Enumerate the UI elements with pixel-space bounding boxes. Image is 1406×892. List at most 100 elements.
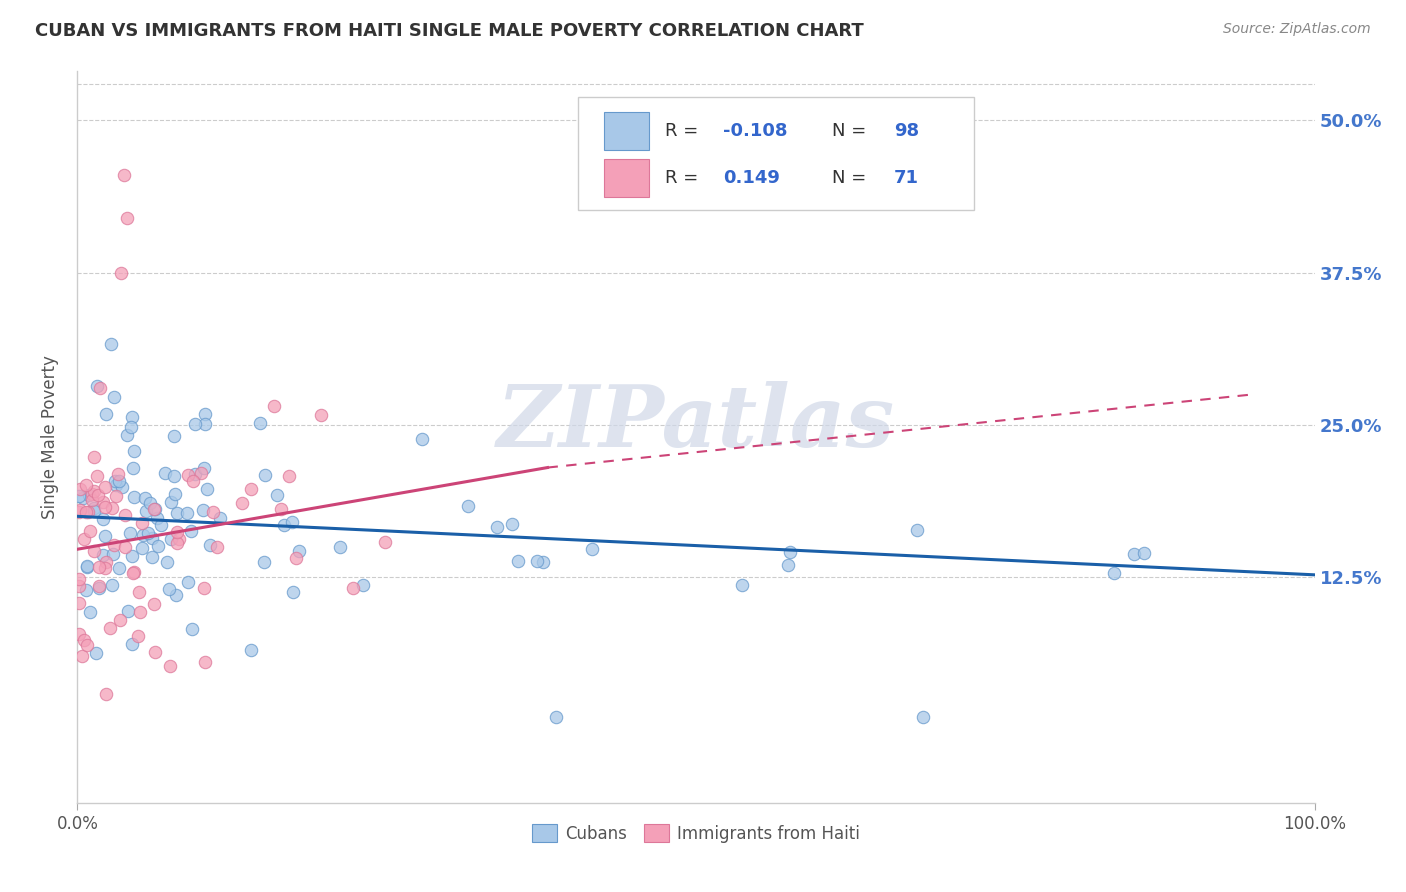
Point — [96, 687, 118, 701]
Point — [163, 429, 186, 443]
Point — [288, 543, 311, 558]
Point — [163, 487, 186, 501]
Point — [67, 596, 90, 610]
Point — [240, 483, 263, 497]
Point — [67, 504, 90, 518]
Point — [485, 519, 508, 533]
Point — [76, 639, 98, 653]
Point — [127, 629, 149, 643]
Point — [1123, 548, 1146, 562]
Point — [108, 560, 131, 574]
Point — [195, 482, 218, 496]
Point — [91, 549, 114, 563]
Point — [501, 516, 523, 531]
FancyBboxPatch shape — [605, 112, 650, 151]
Point — [411, 432, 433, 446]
Point — [194, 655, 217, 669]
Point — [120, 419, 142, 434]
Point — [146, 540, 169, 554]
Point — [122, 491, 145, 505]
Point — [67, 627, 90, 641]
Point — [157, 582, 180, 596]
Text: 71: 71 — [894, 169, 920, 187]
Point — [142, 502, 165, 516]
Point — [131, 516, 153, 531]
Point — [83, 544, 105, 558]
Point — [177, 468, 200, 483]
Point — [94, 407, 117, 421]
Point — [76, 559, 98, 574]
FancyBboxPatch shape — [605, 159, 650, 197]
Point — [145, 510, 167, 524]
Point — [201, 505, 224, 519]
Point — [249, 416, 271, 430]
Point — [86, 379, 108, 393]
Point — [131, 541, 153, 555]
Point — [266, 488, 288, 502]
Point — [79, 605, 101, 619]
Point — [778, 558, 800, 572]
Text: R =: R = — [665, 122, 704, 140]
Point — [309, 408, 332, 422]
Point — [270, 501, 292, 516]
Point — [104, 474, 127, 488]
Point — [72, 532, 94, 546]
Point — [79, 487, 101, 501]
Point — [166, 524, 188, 539]
Text: Source: ZipAtlas.com: Source: ZipAtlas.com — [1223, 22, 1371, 37]
Point — [87, 487, 110, 501]
Point — [273, 517, 295, 532]
Point — [87, 581, 110, 595]
Point — [280, 515, 302, 529]
Point — [191, 503, 214, 517]
Point — [67, 489, 90, 503]
Point — [131, 528, 153, 542]
Point — [166, 506, 188, 520]
Point — [159, 532, 181, 546]
Point — [83, 484, 105, 499]
Point — [80, 487, 103, 501]
Point — [253, 468, 276, 483]
Point — [122, 566, 145, 580]
Point — [67, 572, 90, 586]
Point — [139, 496, 162, 510]
Point — [94, 560, 117, 574]
Point — [121, 410, 143, 425]
Point — [905, 523, 928, 537]
Point — [141, 532, 163, 546]
Legend: Cubans, Immigrants from Haiti: Cubans, Immigrants from Haiti — [526, 818, 866, 849]
Point — [184, 417, 207, 431]
Point — [193, 460, 215, 475]
Point — [86, 646, 108, 660]
Point — [114, 540, 136, 554]
Point — [83, 504, 105, 518]
Point — [166, 536, 188, 550]
Point — [110, 614, 132, 628]
Point — [79, 524, 101, 538]
Point — [169, 532, 191, 546]
Point — [69, 482, 91, 496]
Point — [115, 211, 138, 225]
Point — [103, 538, 125, 552]
Point — [91, 495, 114, 509]
Text: N =: N = — [832, 122, 872, 140]
Point — [107, 467, 129, 482]
Point — [89, 579, 111, 593]
Point — [101, 501, 124, 516]
Point — [239, 643, 262, 657]
Point — [104, 477, 127, 491]
Point — [581, 542, 603, 557]
Point — [531, 555, 554, 569]
Point — [121, 549, 143, 563]
Point — [69, 503, 91, 517]
Point — [911, 710, 934, 724]
Point — [75, 583, 97, 598]
Point — [82, 492, 104, 507]
Point — [91, 512, 114, 526]
Point — [231, 496, 253, 510]
Point — [352, 578, 374, 592]
Point — [100, 336, 122, 351]
Point — [128, 584, 150, 599]
Point — [177, 574, 200, 589]
Point — [176, 506, 198, 520]
